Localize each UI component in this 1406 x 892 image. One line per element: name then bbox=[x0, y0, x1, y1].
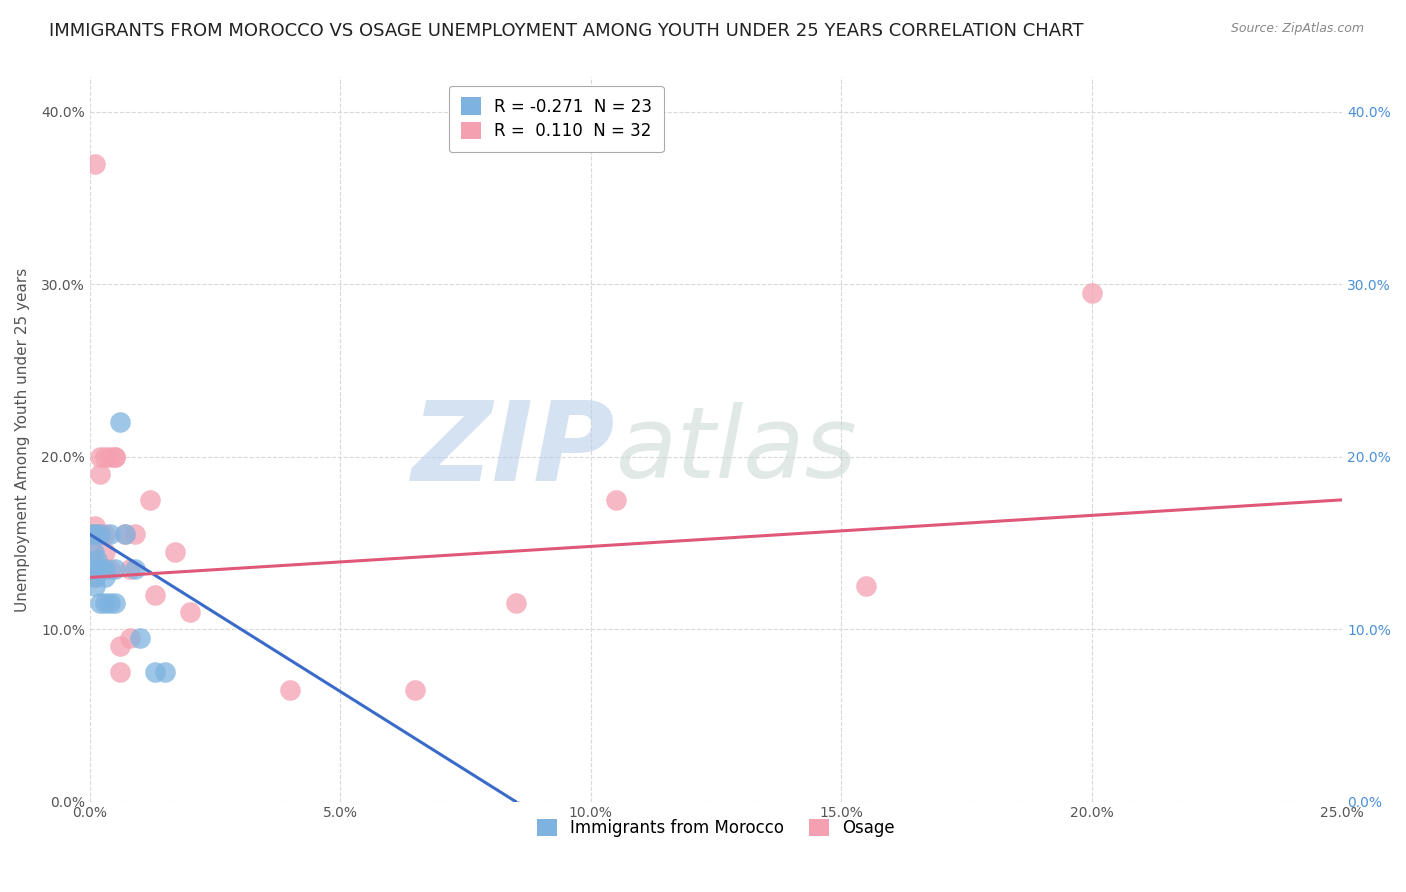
Point bbox=[83, 156, 105, 170]
Point bbox=[94, 562, 117, 576]
Point bbox=[278, 682, 301, 697]
Point bbox=[98, 562, 121, 576]
Point bbox=[94, 570, 117, 584]
Point bbox=[104, 562, 127, 576]
Point bbox=[605, 492, 627, 507]
Point bbox=[104, 596, 127, 610]
Text: Source: ZipAtlas.com: Source: ZipAtlas.com bbox=[1230, 22, 1364, 36]
Point bbox=[89, 467, 111, 481]
Point bbox=[83, 570, 105, 584]
Point bbox=[83, 544, 105, 558]
Point bbox=[1081, 285, 1104, 300]
Point bbox=[124, 527, 146, 541]
Point bbox=[104, 450, 127, 464]
Point bbox=[89, 527, 111, 541]
Point bbox=[89, 562, 111, 576]
Point bbox=[86, 553, 108, 567]
Point bbox=[124, 562, 146, 576]
Point bbox=[89, 596, 111, 610]
Point bbox=[104, 450, 127, 464]
Point bbox=[94, 527, 117, 541]
Point bbox=[153, 665, 176, 680]
Point bbox=[855, 579, 877, 593]
Point bbox=[108, 640, 131, 654]
Point bbox=[179, 605, 201, 619]
Point bbox=[94, 544, 117, 558]
Point bbox=[129, 631, 152, 645]
Point bbox=[108, 665, 131, 680]
Point bbox=[94, 450, 117, 464]
Point bbox=[83, 579, 105, 593]
Point bbox=[114, 527, 136, 541]
Point bbox=[82, 544, 104, 558]
Point bbox=[98, 527, 121, 541]
Point bbox=[118, 562, 141, 576]
Point bbox=[89, 527, 111, 541]
Text: ZIP: ZIP bbox=[412, 397, 616, 504]
Point bbox=[118, 631, 141, 645]
Point bbox=[82, 527, 104, 541]
Point bbox=[163, 544, 186, 558]
Point bbox=[108, 415, 131, 429]
Point bbox=[139, 492, 162, 507]
Point bbox=[143, 665, 166, 680]
Point bbox=[86, 527, 108, 541]
Point bbox=[83, 570, 105, 584]
Point bbox=[98, 450, 121, 464]
Text: IMMIGRANTS FROM MOROCCO VS OSAGE UNEMPLOYMENT AMONG YOUTH UNDER 25 YEARS CORRELA: IMMIGRANTS FROM MOROCCO VS OSAGE UNEMPLO… bbox=[49, 22, 1084, 40]
Point bbox=[114, 527, 136, 541]
Point bbox=[83, 518, 105, 533]
Text: atlas: atlas bbox=[616, 402, 858, 499]
Point bbox=[82, 562, 104, 576]
Point bbox=[143, 588, 166, 602]
Point bbox=[405, 682, 427, 697]
Legend: Immigrants from Morocco, Osage: Immigrants from Morocco, Osage bbox=[530, 813, 901, 844]
Point bbox=[98, 596, 121, 610]
Point bbox=[505, 596, 527, 610]
Point bbox=[83, 527, 105, 541]
Point bbox=[89, 450, 111, 464]
Point bbox=[94, 596, 117, 610]
Point bbox=[82, 527, 104, 541]
Y-axis label: Unemployment Among Youth under 25 years: Unemployment Among Youth under 25 years bbox=[15, 268, 30, 612]
